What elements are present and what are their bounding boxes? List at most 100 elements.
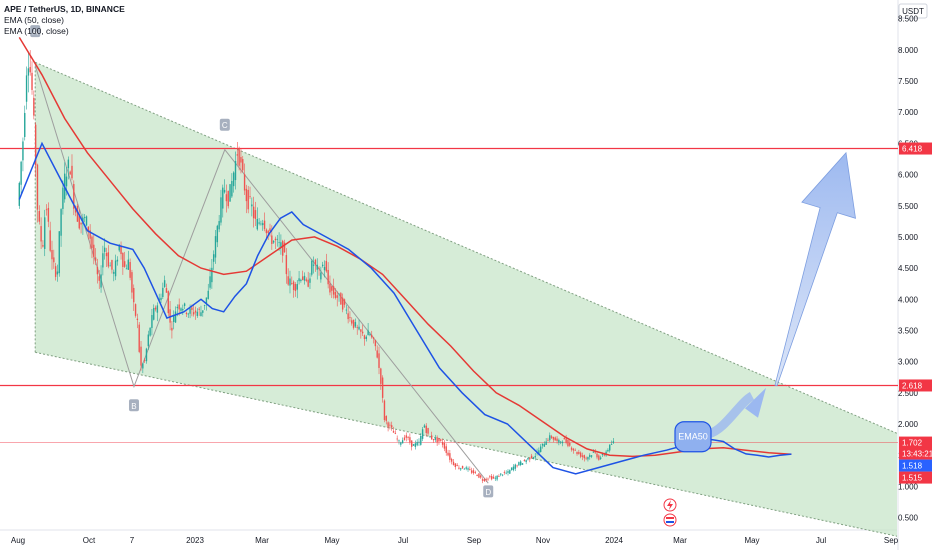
candle	[127, 250, 130, 271]
candle	[554, 436, 556, 441]
candle-body	[509, 470, 511, 474]
candle	[263, 212, 266, 232]
candle	[31, 61, 33, 95]
candle	[194, 306, 197, 320]
candle-body	[520, 461, 522, 466]
price-tick-label: 8.000	[898, 46, 919, 55]
candle-body	[409, 437, 411, 443]
indicator-ema100[interactable]: EMA (100, close)	[4, 26, 69, 36]
candle-body	[470, 470, 473, 473]
candle-body	[202, 310, 204, 313]
candle	[138, 322, 140, 354]
candle	[570, 446, 573, 452]
candle-body	[478, 473, 480, 478]
candle-body	[65, 176, 68, 187]
candle	[492, 474, 495, 479]
candle-body	[94, 257, 97, 261]
time-tick-label: Sep	[884, 536, 899, 545]
candle	[378, 346, 380, 375]
candle	[220, 189, 222, 226]
candle-body	[220, 197, 222, 223]
candle	[285, 248, 288, 284]
candle-body	[142, 363, 144, 369]
candle-body	[372, 337, 375, 339]
candle-body	[556, 438, 558, 441]
candle-body	[581, 455, 584, 457]
candle-body	[541, 443, 544, 446]
candle	[381, 375, 384, 403]
candle-body	[480, 475, 482, 478]
candle	[327, 262, 329, 289]
candle	[296, 280, 298, 299]
candle-body	[269, 228, 271, 231]
candle	[449, 449, 451, 463]
candle-body	[492, 476, 495, 479]
candle-body	[280, 242, 282, 248]
candle	[392, 426, 395, 433]
candle	[325, 253, 328, 273]
candle-body	[231, 181, 233, 197]
flag-stripe	[666, 517, 674, 519]
pivot-badge	[219, 118, 230, 131]
candle	[369, 332, 371, 337]
candle	[116, 256, 119, 266]
candle	[541, 443, 544, 449]
candle-body	[501, 474, 504, 476]
candle-body	[211, 267, 213, 283]
symbol-title[interactable]: APE / TetherUS, 1D, BINANCE	[4, 4, 125, 14]
candle	[331, 285, 333, 299]
candle	[418, 438, 420, 446]
ema100-line	[18, 37, 792, 458]
candle-body	[485, 479, 487, 481]
candle-body	[138, 324, 140, 352]
candle-body	[598, 455, 600, 460]
price-tag: 2.618	[899, 379, 932, 392]
candle-body	[469, 469, 471, 470]
indicator-ema50[interactable]: EMA (50, close)	[4, 15, 64, 25]
candle	[222, 184, 224, 218]
candle	[356, 324, 358, 335]
candle-body	[289, 278, 291, 286]
candle	[33, 90, 35, 120]
candle-body	[407, 436, 409, 438]
candle-body	[260, 223, 262, 225]
candle	[447, 449, 449, 457]
candle	[610, 440, 613, 445]
candle	[93, 234, 95, 265]
candle	[38, 205, 40, 225]
candle	[361, 324, 364, 337]
flash-icon-bolt	[667, 500, 673, 510]
candle	[429, 436, 431, 438]
candle	[272, 240, 275, 244]
candle	[312, 256, 315, 274]
price-tag-label: 1.515	[902, 474, 923, 483]
candle-body	[545, 441, 547, 445]
candle	[534, 452, 536, 461]
candle	[160, 293, 162, 303]
candle-body	[223, 189, 226, 193]
candle	[289, 270, 291, 294]
candle-body	[429, 436, 431, 438]
candle	[579, 451, 582, 459]
candle	[36, 163, 39, 223]
candle-body	[463, 468, 466, 470]
candle-body	[33, 97, 35, 116]
candle-body	[380, 368, 382, 384]
candle	[274, 236, 277, 249]
candle	[341, 293, 344, 313]
candle-body	[67, 159, 70, 169]
candle-body	[389, 424, 391, 426]
candle	[240, 148, 242, 174]
candle	[467, 466, 469, 472]
candle	[391, 421, 393, 431]
candle	[411, 440, 413, 451]
candle	[231, 173, 233, 198]
price-tick-label: 5.500	[898, 202, 919, 211]
candle	[509, 469, 511, 474]
candle-body	[276, 238, 278, 240]
candle-body	[296, 284, 298, 290]
candle	[476, 474, 478, 477]
candle	[527, 457, 529, 461]
